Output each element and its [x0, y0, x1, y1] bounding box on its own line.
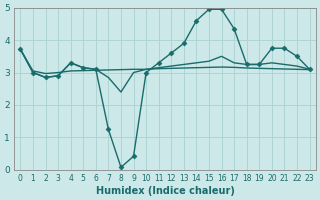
- X-axis label: Humidex (Indice chaleur): Humidex (Indice chaleur): [96, 186, 234, 196]
